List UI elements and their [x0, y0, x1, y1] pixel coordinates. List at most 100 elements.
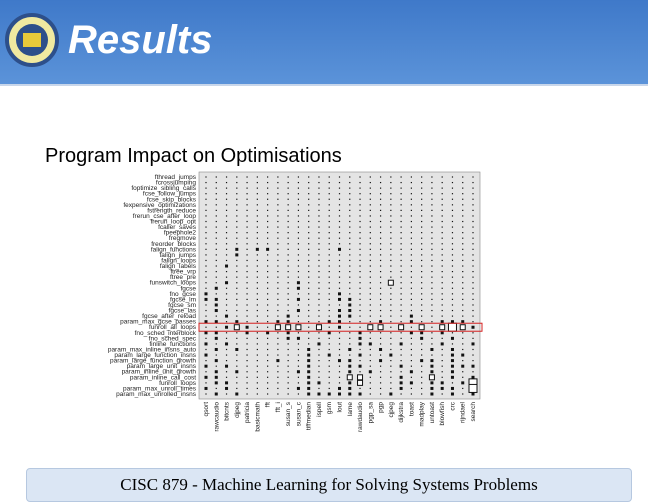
cell-mark	[462, 371, 464, 373]
cell-mark	[431, 209, 433, 211]
cell-mark	[441, 265, 443, 267]
cell-mark	[328, 382, 330, 384]
cell-mark	[267, 304, 269, 306]
cell-mark	[295, 324, 302, 331]
subtitle: Program Impact on Optimisations	[45, 145, 342, 167]
cell-mark	[297, 348, 300, 351]
cell-mark	[225, 314, 229, 318]
cell-mark	[277, 204, 279, 206]
cell-mark	[327, 392, 331, 396]
cell-mark	[379, 254, 382, 256]
cell-mark	[328, 259, 330, 262]
cell-mark	[410, 193, 412, 195]
cell-mark	[472, 215, 474, 217]
cell-mark	[318, 270, 320, 273]
cell-mark	[267, 365, 269, 367]
cell-mark	[346, 374, 353, 381]
cell-mark	[327, 320, 331, 324]
cell-mark	[472, 321, 474, 323]
row-label: fcrossjumping	[156, 180, 196, 187]
cell-mark	[441, 282, 443, 284]
cell-mark	[256, 276, 258, 278]
cell-mark	[225, 337, 228, 339]
cell-mark	[472, 204, 474, 206]
cell-mark	[421, 382, 423, 384]
cell-mark	[204, 342, 208, 346]
cell-mark	[318, 298, 320, 301]
cell-mark	[450, 353, 454, 357]
cell-mark	[297, 176, 300, 178]
cell-mark	[471, 375, 475, 379]
cell-mark	[308, 265, 310, 267]
cell-mark	[410, 309, 412, 312]
cell-mark	[318, 237, 320, 239]
cell-mark	[451, 304, 454, 306]
cell-mark	[421, 181, 423, 184]
cell-mark	[297, 376, 300, 378]
cell-mark	[390, 387, 392, 390]
cell-mark	[421, 204, 423, 206]
cell-mark	[205, 187, 207, 189]
cell-mark	[236, 237, 238, 239]
cell-mark	[338, 376, 341, 378]
cell-mark	[399, 381, 403, 385]
cell-mark	[440, 386, 444, 390]
cell-mark	[451, 215, 454, 217]
cell-mark	[297, 332, 300, 334]
cell-mark	[431, 332, 433, 334]
cell-mark	[379, 365, 382, 367]
cell-mark	[308, 237, 310, 239]
cell-mark	[236, 282, 238, 284]
cell-mark	[359, 304, 361, 306]
column-label: ispell	[316, 401, 323, 416]
cell-mark	[307, 347, 311, 351]
cell-mark	[462, 220, 464, 223]
cell-mark	[215, 209, 217, 211]
cell-mark	[451, 198, 454, 200]
cell-mark	[215, 237, 217, 239]
cell-mark	[430, 370, 434, 374]
cell-mark	[349, 337, 351, 339]
cell-mark	[421, 198, 423, 200]
highlight-box	[198, 322, 483, 332]
cell-mark	[379, 265, 382, 267]
cell-mark	[462, 209, 464, 211]
cell-mark	[368, 370, 372, 374]
cell-mark	[277, 304, 279, 306]
cell-mark	[267, 276, 269, 278]
cell-mark	[297, 237, 300, 239]
cell-mark	[410, 337, 412, 339]
cell-mark	[205, 304, 207, 306]
cell-mark	[369, 315, 371, 317]
cell-mark	[277, 337, 279, 339]
cell-mark	[267, 293, 269, 295]
cell-mark	[462, 248, 464, 250]
cell-mark	[421, 321, 423, 323]
cell-mark	[246, 215, 248, 217]
cell-mark	[318, 254, 320, 256]
cell-mark	[369, 298, 371, 301]
cell-mark	[205, 259, 207, 262]
cell-mark	[451, 382, 454, 384]
cell-mark	[400, 348, 402, 351]
cell-mark	[277, 309, 279, 312]
cell-mark	[359, 243, 361, 245]
cell-mark	[338, 348, 341, 351]
cell-mark	[379, 215, 382, 217]
cell-mark	[225, 232, 228, 234]
cell-mark	[441, 354, 443, 356]
cell-mark	[462, 315, 464, 317]
cell-mark	[400, 215, 402, 217]
cell-mark	[246, 254, 248, 256]
cell-mark	[462, 393, 464, 395]
cell-mark	[246, 282, 248, 284]
cell-mark	[379, 198, 382, 200]
cell-mark	[338, 359, 341, 363]
cell-mark	[308, 315, 310, 317]
cell-mark	[462, 187, 464, 189]
cell-mark	[379, 332, 382, 334]
cell-mark	[308, 254, 310, 256]
cell-mark	[400, 393, 402, 395]
cell-mark	[441, 270, 443, 273]
cell-mark	[400, 276, 402, 278]
